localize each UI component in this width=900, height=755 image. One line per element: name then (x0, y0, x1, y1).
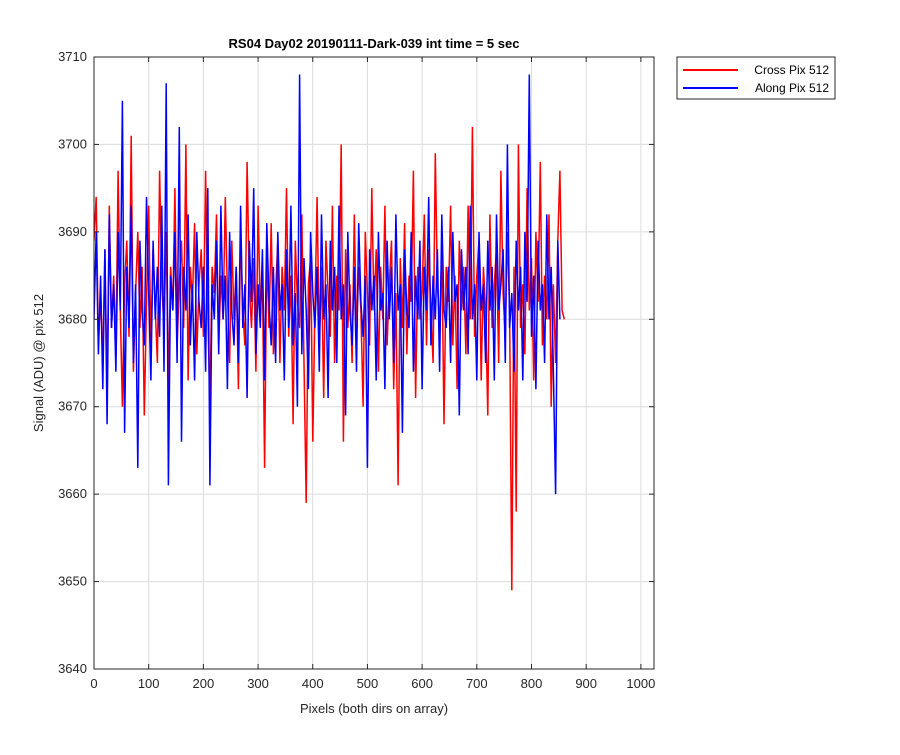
x-tick-label: 700 (466, 676, 488, 691)
y-tick-label: 3710 (58, 49, 87, 64)
x-tick-labels: 0 100 200 300 400 500 600 700 800 900 1000 (90, 676, 655, 691)
legend: Cross Pix 512 Along Pix 512 (676, 56, 836, 100)
legend-label-cross: Cross Pix 512 (754, 63, 829, 77)
plot-area (94, 57, 654, 669)
y-tick-label: 3690 (58, 224, 87, 239)
x-tick-label: 100 (138, 676, 160, 691)
plot-frame (93, 56, 655, 670)
legend-box (676, 56, 836, 100)
y-tick-label: 3650 (58, 574, 87, 589)
y-tick-label: 3700 (58, 136, 87, 151)
x-tick-label: 0 (90, 676, 97, 691)
x-tick-label: 1000 (626, 676, 655, 691)
y-tick-label: 3680 (58, 311, 87, 326)
legend-label-along: Along Pix 512 (755, 81, 829, 95)
x-tick-label: 900 (575, 676, 597, 691)
y-axis-label: Signal (ADU) @ pix 512 (31, 294, 46, 432)
tick-marks (93, 56, 654, 670)
y-tick-label: 3660 (58, 486, 87, 501)
x-tick-label: 600 (411, 676, 433, 691)
y-tick-label: 3670 (58, 399, 87, 414)
x-tick-label: 500 (357, 676, 379, 691)
x-tick-label: 300 (247, 676, 269, 691)
series-line-along-pix-512 (94, 74, 561, 495)
x-tick-label: 400 (302, 676, 324, 691)
chart-title: RS04 Day02 20190111-Dark-039 int time = … (229, 36, 520, 51)
x-tick-label: 800 (521, 676, 543, 691)
x-tick-label: 200 (193, 676, 215, 691)
y-tick-label: 3640 (58, 661, 87, 676)
x-axis-label: Pixels (both dirs on array) (300, 701, 448, 716)
series-layer (94, 74, 566, 591)
y-tick-labels: 3640 3650 3660 3670 3680 3690 3700 3710 (58, 49, 87, 676)
